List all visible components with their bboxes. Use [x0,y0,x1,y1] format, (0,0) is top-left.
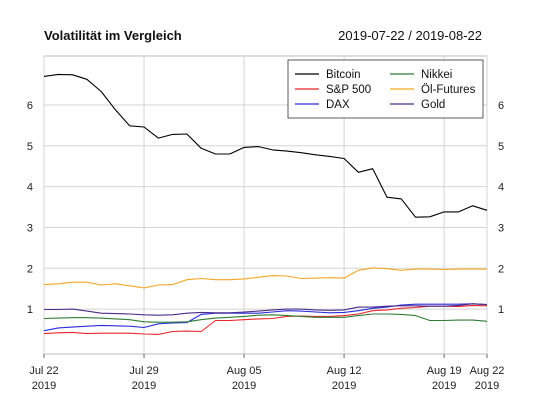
legend: Bitcoin S&P 500 DAX Nikkei Öl-Futures Gold [287,59,484,119]
series-line-nikkei [43,313,488,323]
x-tick-label: Jul 22 [29,365,58,377]
y-tick-label-right: 4 [498,182,504,194]
x-tick-year-label: 2019 [475,380,499,392]
x-tick-label: Aug 12 [327,365,362,377]
y-tick-label-left: 5 [27,141,33,153]
legend-label--l-futures: Öl-Futures [421,84,476,96]
y-tick-label-right: 6 [498,100,504,112]
legend-label-bitcoin: Bitcoin [326,69,361,81]
series-lines [43,73,488,335]
legend-label-gold: Gold [421,99,445,111]
x-tick-year-label: 2019 [432,380,456,392]
axes: 1 1 2 2 3 3 4 4 5 5 6 6 Jul 22 2019 Jul 29 2019 Aug 05 20… [27,100,505,392]
y-tick-label-left: 6 [27,100,33,112]
legend-label-nikkei: Nikkei [421,69,452,81]
y-tick-label-right: 5 [498,141,504,153]
x-tick-year-label: 2019 [132,380,156,392]
x-tick-year-label: 2019 [32,380,56,392]
series-line-dax [43,303,488,332]
date-range-label: 2019-07-22 / 2019-08-22 [338,28,482,43]
legend-box [287,59,484,119]
x-tick-year-label: 2019 [332,380,356,392]
legend-label-dax: DAX [326,99,350,111]
legend-label-s-p-500: S&P 500 [326,84,371,96]
x-tick-label: Aug 05 [227,365,262,377]
y-tick-label-right: 3 [498,222,504,234]
series-line-gold [44,303,488,316]
chart-title: Volatilität im Vergleich [44,28,182,43]
series-line--l-futures [43,267,487,289]
y-tick-label-right: 1 [498,304,504,316]
y-tick-label-right: 2 [498,263,504,275]
x-tick-label: Aug 19 [427,365,462,377]
x-tick-label: Jul 29 [129,365,158,377]
series-line-bitcoin [43,73,488,218]
x-tick-label: Aug 22 [470,365,505,377]
y-tick-label-left: 3 [27,222,33,234]
y-tick-label-left: 2 [27,263,33,275]
y-tick-label-left: 1 [27,304,33,316]
series-line-s-p-500 [43,304,488,335]
x-tick-year-label: 2019 [232,380,256,392]
y-tick-label-left: 4 [27,182,33,194]
